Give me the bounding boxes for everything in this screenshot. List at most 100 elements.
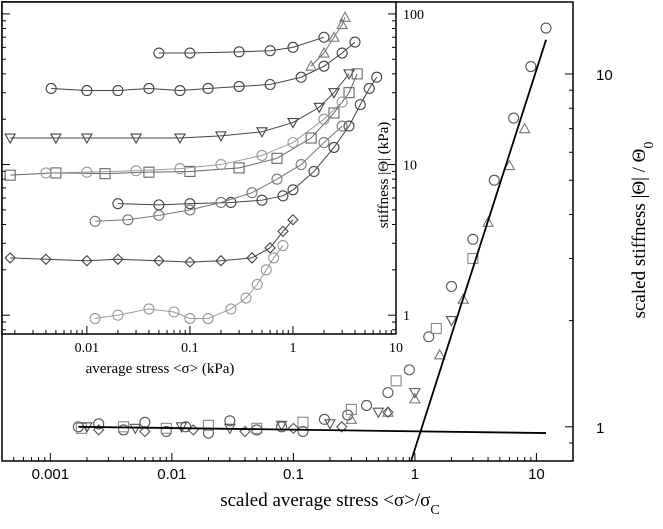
- inset-data-point: [4, 252, 16, 264]
- inset-data-point: [363, 82, 375, 95]
- main-data-point: [445, 316, 458, 327]
- main-data-point: [433, 348, 446, 360]
- inset-data-point: [339, 11, 351, 22]
- main-data-point: [540, 22, 552, 34]
- inset-data-point: [184, 47, 196, 59]
- inset-data-point: [202, 312, 214, 325]
- inset-data-point: [287, 213, 299, 226]
- inset-data-point: [240, 292, 252, 304]
- inset-data-point: [256, 194, 268, 206]
- inset-series-line: [95, 125, 343, 222]
- inset-data-point: [184, 204, 196, 216]
- inset-data-point: [305, 132, 317, 144]
- inset-data-point: [264, 242, 276, 254]
- inset-data-point: [233, 46, 245, 58]
- inset-data-point: [305, 60, 318, 71]
- inset-data-point: [215, 196, 227, 209]
- inset-data-point: [349, 36, 361, 48]
- main-x-tick-label: 0.1: [283, 466, 304, 483]
- inset-data-point: [233, 80, 245, 93]
- main-data-point: [287, 422, 300, 435]
- inset-x-tick-label: 1: [289, 341, 296, 356]
- main-x-tick-label: 0.01: [157, 466, 186, 483]
- inset-data-point: [277, 239, 289, 252]
- main-axis-ticks: 0.001 0.01 0.1 1 10 1 10: [1, 67, 613, 483]
- inset-data-point: [40, 253, 52, 266]
- inset-data-point: [81, 254, 93, 267]
- inset-data-point: [112, 253, 124, 266]
- main-data-point: [75, 422, 87, 434]
- inset-data-point: [184, 198, 196, 210]
- inset-x-tick-label: 0.1: [181, 341, 199, 356]
- inset-data-point: [184, 256, 196, 268]
- inset-data-point: [271, 173, 283, 185]
- main-data-point: [382, 406, 394, 418]
- inset-data-point: [4, 133, 17, 145]
- inset-series-line: [117, 76, 378, 206]
- inset-data-point: [318, 60, 330, 72]
- main-x-tick-label: 10: [528, 466, 545, 483]
- main-data-point: [275, 420, 288, 432]
- main-data-point: [360, 399, 373, 411]
- inset-data-point: [343, 87, 355, 99]
- main-data-point: [202, 419, 215, 431]
- main-y-tick-label: 10: [596, 67, 613, 84]
- inset-data-point: [168, 306, 180, 318]
- main-x-axis-title: scaled average stress <σ>/σC: [220, 490, 440, 518]
- inset-x-tick-label: 10: [389, 341, 403, 356]
- main-data-point: [93, 418, 105, 430]
- main-data-point: [139, 425, 151, 438]
- inset-data-point: [130, 133, 142, 145]
- inset-series-line: [10, 73, 350, 139]
- inset-x-tick-label: 0.01: [75, 341, 100, 356]
- inset-y-tick-label: 10: [403, 159, 417, 174]
- inset-data-point: [215, 254, 227, 267]
- inset-data-point: [112, 309, 124, 321]
- inset-data-point: [174, 84, 186, 97]
- inset-data-point: [271, 152, 283, 164]
- inset-data-point: [256, 149, 268, 161]
- inset-plot-frame: [1, 1, 397, 335]
- inset-data-point: [295, 71, 307, 83]
- inset-series-line: [45, 101, 343, 174]
- main-data-point: [488, 174, 500, 186]
- inset-data-point: [328, 107, 340, 119]
- inset-data-point: [246, 187, 258, 199]
- inset-data-point: [174, 133, 186, 145]
- main-y-tick-label: 1: [596, 420, 604, 437]
- inset-data-point: [264, 78, 276, 91]
- main-fit-line: [78, 425, 547, 434]
- inset-data-point: [328, 88, 340, 99]
- main-data-point: [467, 252, 479, 265]
- main-data-point: [345, 413, 358, 424]
- main-x-tick-label: 0.001: [32, 466, 70, 483]
- inset-y-tick-label: 1: [403, 309, 410, 324]
- inset-data-point: [318, 46, 330, 58]
- inset-data-point: [287, 41, 299, 53]
- inset-data-point: [264, 45, 276, 57]
- inset-data-point: [80, 133, 93, 145]
- inset-data-point: [268, 252, 280, 264]
- main-fit-line: [410, 39, 547, 462]
- inset-data-point: [174, 163, 186, 175]
- inset-data-point: [277, 190, 289, 202]
- inset-data-point: [371, 71, 383, 83]
- inset-data-point: [318, 31, 330, 43]
- main-data-point: [297, 416, 309, 428]
- inset-data-point: [343, 69, 355, 80]
- inset-data-point: [287, 184, 299, 196]
- inset-data-point: [130, 165, 142, 177]
- inset-data-point: [45, 82, 57, 95]
- main-x-tick-label: 1: [411, 466, 419, 483]
- main-data-point: [92, 424, 105, 436]
- inset-data-point: [308, 165, 320, 177]
- main-data-point: [372, 407, 385, 419]
- inset-series-line: [10, 219, 294, 263]
- main-data-point: [457, 293, 470, 304]
- inset-data-point: [336, 120, 348, 132]
- inset-data-point: [122, 214, 134, 226]
- main-data-point: [403, 364, 415, 376]
- inset-data-point: [99, 168, 111, 180]
- inset-data-point: [336, 18, 349, 30]
- main-data-point: [224, 415, 236, 427]
